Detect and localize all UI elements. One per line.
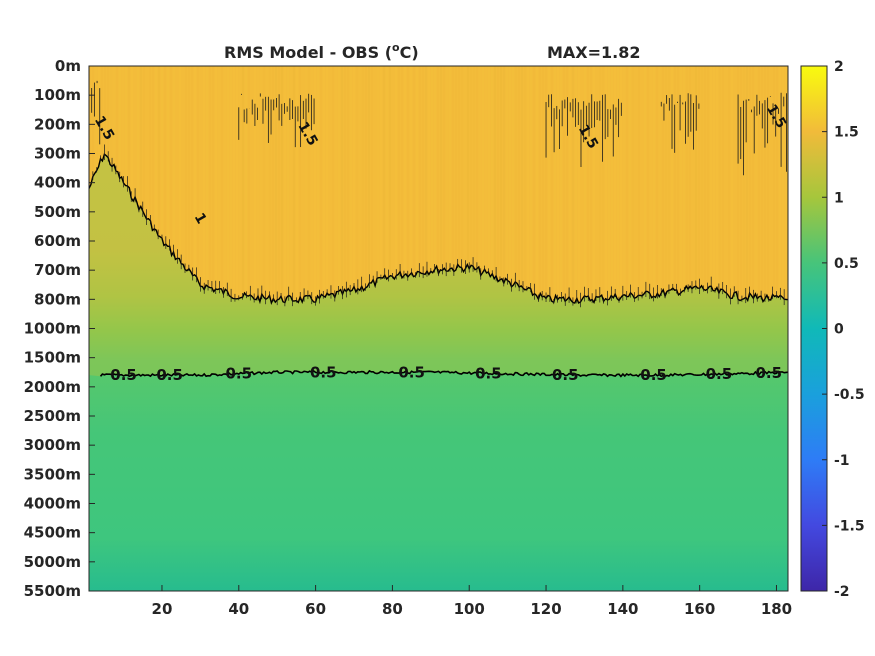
y-tick-label: 800m	[34, 290, 81, 308]
y-tick-label: 4500m	[24, 524, 81, 542]
y-tick-label: 700m	[34, 261, 81, 279]
streak-texture	[89, 66, 787, 300]
y-tick-label: 3500m	[24, 465, 81, 483]
y-tick-label: 4000m	[24, 495, 81, 513]
colorbar-tick-label: 0.5	[834, 256, 859, 272]
x-tick-label: 180	[761, 600, 792, 618]
y-tick-label: 200m	[34, 115, 81, 133]
colorbar-tick-label: 1.5	[834, 125, 859, 141]
y-tick-label: 0m	[55, 57, 81, 75]
max-label: MAX=1.82	[547, 43, 641, 62]
y-tick-label: 2500m	[24, 407, 81, 425]
x-tick-label: 160	[684, 600, 715, 618]
contour-line-0-5	[99, 369, 788, 378]
contour-label: 0.5	[706, 365, 733, 383]
y-tick-label: 1000m	[24, 320, 81, 338]
y-tick-label: 5000m	[24, 553, 81, 571]
colorbar-tick-label: 1	[834, 190, 844, 206]
y-tick-label: 1500m	[24, 349, 81, 367]
contour-label: 0.5	[398, 363, 425, 381]
y-tick-label: 2000m	[24, 378, 81, 396]
y-axis: 0m 100m 200m 300m 400m 500m 600m 700m 800m 1000m 1…	[24, 57, 95, 600]
colorbar-tick-label: 2	[834, 59, 844, 75]
x-tick-label: 20	[152, 600, 173, 618]
colorbar-tick-label: -0.5	[834, 387, 865, 403]
colorbar-tick-label: -1	[834, 453, 850, 469]
y-tick-label: 3000m	[24, 436, 81, 454]
y-tick-label: 600m	[34, 232, 81, 250]
chart-title-sup: o	[392, 41, 400, 54]
contour-label: 0.5	[475, 364, 502, 382]
x-tick-label: 100	[454, 600, 485, 618]
contour-label: 0.5	[756, 364, 783, 382]
y-tick-label: 5500m	[24, 582, 81, 600]
colorbar-tick-label: 0	[834, 322, 844, 338]
y-tick-label: 300m	[34, 145, 81, 163]
x-tick-label: 140	[607, 600, 638, 618]
contour-label: 0.5	[310, 363, 337, 381]
contour-label: 0.5	[552, 366, 579, 384]
y-tick-label: 100m	[34, 86, 81, 104]
contour-label: 0.5	[110, 366, 137, 384]
heatmap-field: 0.5 0.5 0.5 0.5 0.5 0.5 0.5 0.5 0.5 0.511.5 1.5 1.5…	[89, 66, 788, 591]
contour-label: 0.5	[640, 366, 667, 384]
chart-title-main: RMS Model - OBS (	[224, 43, 392, 62]
y-tick-label: 500m	[34, 203, 81, 221]
contour-label: 0.5	[156, 366, 183, 384]
colorbar-tick-label: -1.5	[834, 518, 865, 534]
colorbar-ticks: 2 1.5 1 0.5 0 -0.5 -1 -1.5 -2	[822, 59, 865, 600]
transition-layer	[89, 154, 788, 377]
chart-title: RMS Model - OBS (oC)	[224, 41, 419, 62]
x-tick-label: 60	[305, 600, 326, 618]
contour-hatching	[89, 80, 788, 308]
x-tick-label: 80	[382, 600, 403, 618]
x-axis: 20 40 60 80 100 120 140 160 180	[152, 585, 792, 618]
x-tick-label: 40	[228, 600, 249, 618]
y-tick-label: 400m	[34, 174, 81, 192]
colorbar-tick-label: -2	[834, 584, 850, 600]
contour-label: 0.5	[225, 365, 252, 383]
chart-title-unit: C)	[400, 43, 419, 62]
x-tick-label: 120	[530, 600, 561, 618]
